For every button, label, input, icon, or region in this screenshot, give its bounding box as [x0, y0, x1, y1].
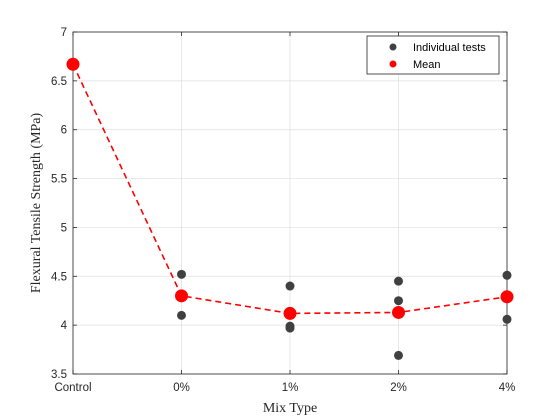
series — [66, 57, 514, 360]
x-tick-label: 2% — [390, 382, 407, 394]
legend-marker-mean — [389, 60, 397, 68]
individual-test-point — [394, 296, 403, 306]
x-tick-label: Control — [54, 382, 91, 394]
individual-test-point — [285, 281, 295, 291]
individual-test-point — [394, 350, 403, 360]
individual-test-point — [502, 270, 512, 280]
individual-test-point — [285, 323, 295, 333]
mean-point — [66, 57, 80, 71]
legend-marker-individual-tests — [389, 43, 397, 51]
x-tick-label: 1% — [282, 382, 299, 394]
y-tick-label: 5.5 — [51, 174, 67, 186]
x-tick-label: 4% — [499, 382, 516, 394]
legend: Individual tests Mean — [366, 35, 500, 75]
x-tick-label: 0% — [173, 382, 190, 394]
mean-point — [283, 306, 297, 320]
y-tick-label: 6.5 — [51, 76, 67, 88]
x-axis-title: Mix Type — [263, 401, 317, 416]
legend-label-individual-tests: Individual tests — [413, 42, 486, 54]
individual-test-point — [394, 276, 403, 286]
y-tick-label: 6 — [61, 125, 67, 137]
x-axis-ticks: Control 0% 1% 2% 4% — [54, 32, 515, 394]
mean-point — [500, 290, 514, 304]
individual-test-point — [502, 314, 512, 324]
individual-test-point — [177, 269, 186, 279]
legend-box — [366, 35, 500, 75]
mean-point — [392, 305, 405, 319]
y-tick-label: 5 — [61, 222, 67, 234]
legend-label-mean: Mean — [413, 59, 441, 71]
y-axis-title: Flexural Tensile Strength (MPa) — [29, 112, 44, 293]
y-tick-label: 3.5 — [51, 369, 67, 381]
y-tick-label: 4 — [61, 320, 68, 332]
mean-point — [175, 289, 188, 303]
individual-test-point — [177, 310, 186, 320]
y-axis-ticks: 3.5 4 4.5 5 5.5 6 6.5 7 — [51, 27, 507, 381]
y-tick-label: 4.5 — [51, 271, 67, 283]
y-tick-label: 7 — [61, 27, 67, 39]
